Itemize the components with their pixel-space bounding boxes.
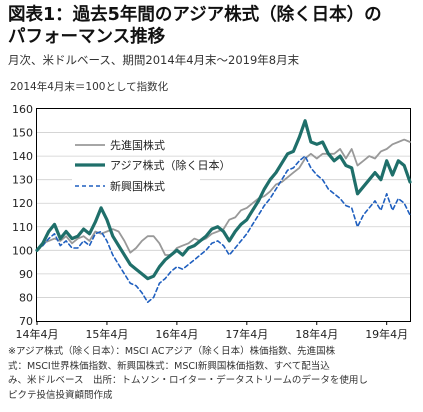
y-tick-label: 140 xyxy=(12,150,33,163)
chart-title: 図表1：過去5年間のアジア株式（除く日本）の パフォーマンス推移 xyxy=(8,4,418,48)
x-tick-label: 18年4月 xyxy=(295,327,338,341)
chart-title-line2: パフォーマンス推移 xyxy=(8,27,166,47)
x-tick-label: 19年4月 xyxy=(365,327,408,341)
y-tick-label: 130 xyxy=(12,174,33,187)
y-tick-label: 70 xyxy=(19,315,33,328)
legend-background xyxy=(72,178,200,194)
y-tick-label: 160 xyxy=(12,103,33,116)
legend-label-2: 新興国株式 xyxy=(110,179,165,193)
y-tick-label: 110 xyxy=(12,221,33,234)
y-tick-label: 100 xyxy=(12,244,33,257)
footnote-line2: 式：MSCI世界株価指数、新興国株式：MSCI新興国株価指数、すべて配当込 xyxy=(8,360,330,372)
legend-label-1: アジア株式（除く日本） xyxy=(110,158,231,172)
footnote-line1: ※アジア株式（除く日本）：MSCI ACアジア（除く日本）株価指数、先進国株 xyxy=(8,346,336,357)
chart-subtitle: 月次、米ドルベース、期間2014年4月末～2019年8月末 xyxy=(8,53,300,67)
legend-label-0: 先進国株式 xyxy=(110,138,165,152)
y-tick-label: 150 xyxy=(12,127,33,140)
line-chart: 70 80 90 100 110 120 130 140 150 160 14年4月 15年4月 16… xyxy=(12,103,412,341)
x-tick-label: 17年4月 xyxy=(225,327,268,341)
y-tick-label: 90 xyxy=(19,268,33,281)
y-tick-label: 120 xyxy=(12,197,33,210)
legend-background xyxy=(72,137,200,153)
footnote: ※アジア株式（除く日本）：MSCI ACアジア（除く日本）株価指数、先進国株 式… xyxy=(8,345,420,403)
y-tick-label: 80 xyxy=(19,291,33,304)
index-note: 2014年4月末＝100として指数化 xyxy=(10,81,169,93)
series-lines xyxy=(35,119,412,303)
x-axis-ticks: 14年4月 15年4月 16年4月 17年4月 18年4月 19年4月 xyxy=(16,321,408,341)
series-line-1 xyxy=(35,119,412,281)
chart-title-line1: 図表1：過去5年間のアジア株式（除く日本）の xyxy=(8,5,382,25)
footnote-line3: み、米ドルベース 出所：トムソン・ロイター・データストリームのデータを使用し xyxy=(8,375,368,386)
series-line-2 xyxy=(36,155,411,303)
footnote-line4: ピクテ投信投資顧問作成 xyxy=(8,389,113,401)
x-tick-label: 14年4月 xyxy=(16,327,59,341)
x-tick-label: 16年4月 xyxy=(155,327,198,341)
legend-background xyxy=(72,157,200,173)
y-axis-ticks: 70 80 90 100 110 120 130 140 150 160 xyxy=(12,103,33,328)
plot-frame xyxy=(36,108,411,322)
x-tick-label: 15年4月 xyxy=(85,327,128,341)
